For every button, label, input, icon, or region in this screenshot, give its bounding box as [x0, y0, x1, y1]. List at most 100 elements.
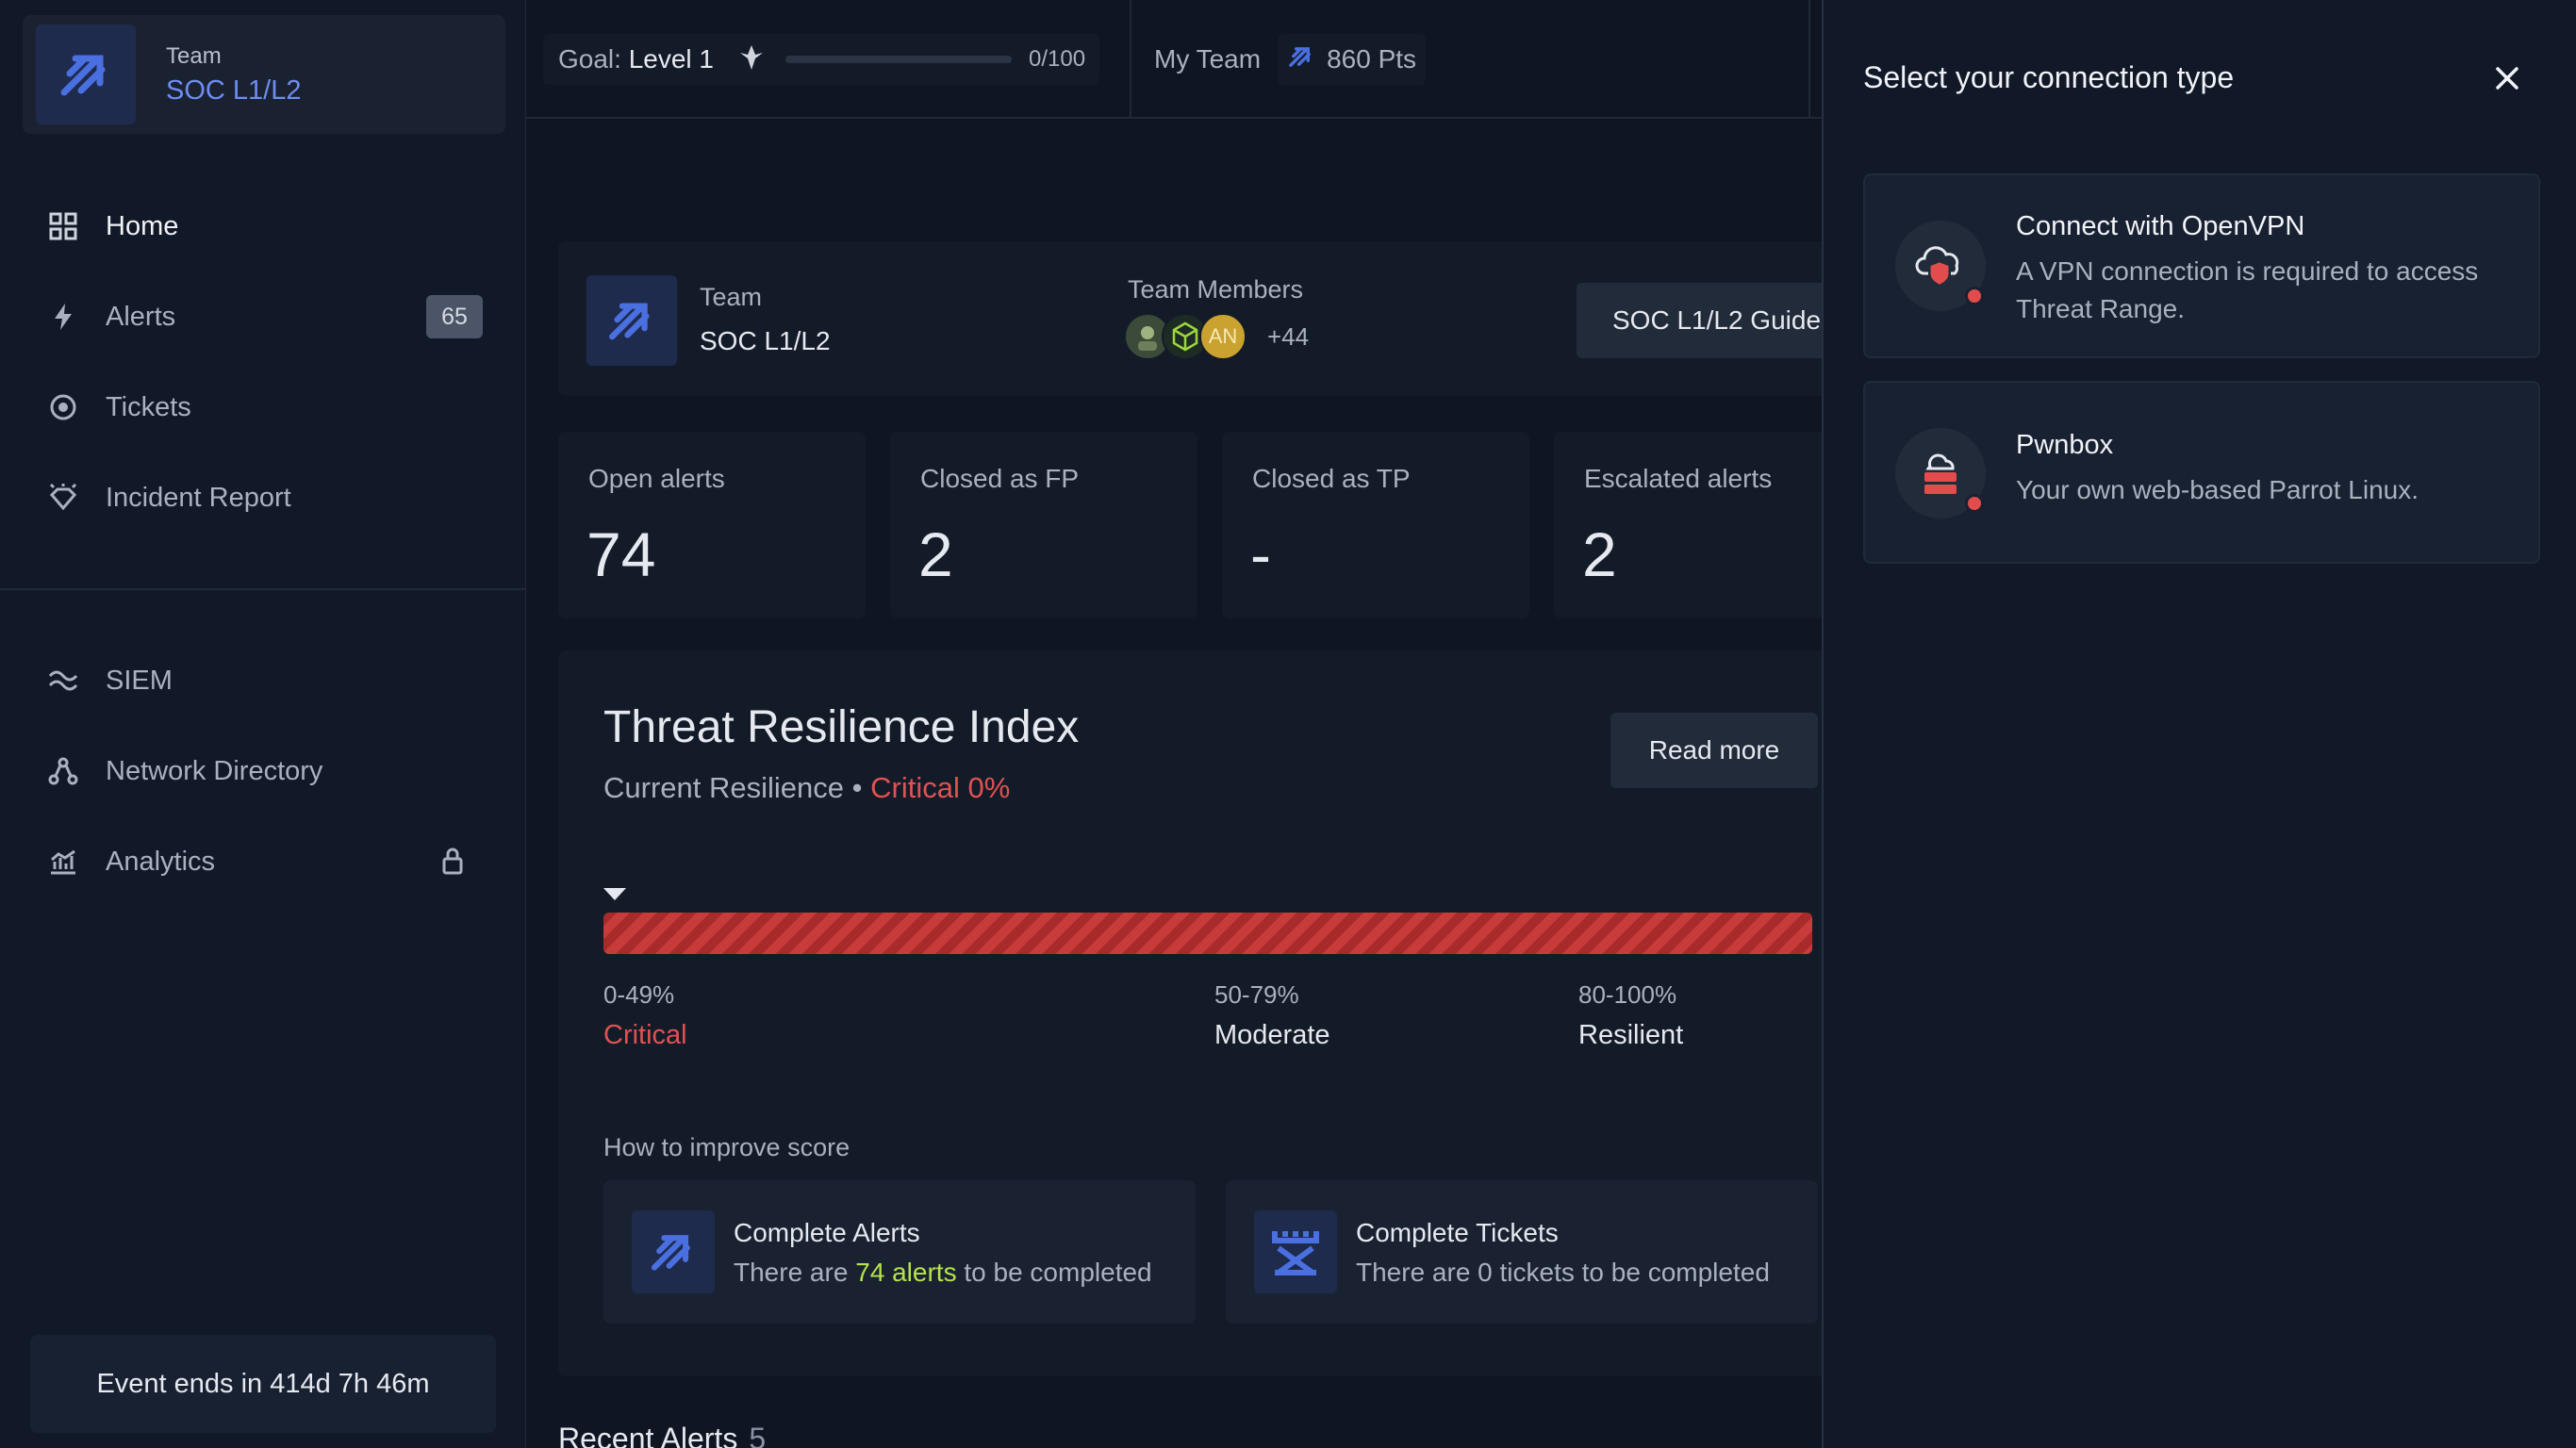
status-dot — [1965, 494, 1984, 513]
sidebar-item-label: Incident Report — [106, 482, 291, 513]
sidebar-item-alerts[interactable]: Alerts 65 — [47, 288, 483, 345]
resilience-status: Critical 0% — [870, 771, 1011, 804]
range-resilient-label: Resilient — [1578, 1020, 1684, 1050]
network-icon — [47, 755, 79, 787]
more-members-count: +44 — [1267, 321, 1310, 351]
stat-escalated[interactable]: Escalated alerts 2 — [1554, 432, 1861, 618]
my-team-widget[interactable]: My Team 860 Pts — [1154, 34, 1427, 85]
grid-icon — [47, 210, 79, 242]
improve-description: There are 74 alerts to be completed — [734, 1258, 1152, 1287]
castle-icon — [1254, 1210, 1337, 1293]
member-avatars[interactable]: AN +44 — [1124, 313, 1309, 360]
alerts-count-badge: 65 — [426, 295, 483, 338]
stat-label: Open alerts — [588, 464, 725, 493]
alerts-highlight: 74 alerts — [855, 1258, 957, 1287]
stat-open-alerts[interactable]: Open alerts 74 — [558, 432, 866, 618]
team-points-pill: 860 Pts — [1278, 34, 1427, 85]
goal-progress-text: 0/100 — [1029, 46, 1086, 72]
option-title: Connect with OpenVPN — [2016, 211, 2305, 241]
topbar-divider — [1130, 0, 1131, 119]
stat-value: - — [1250, 519, 1271, 589]
sidebar-item-label: Home — [106, 210, 179, 241]
team-summary-card: Team SOC L1/L2 Team Members AN +44 SOC L… — [558, 241, 1859, 396]
team-logo-icon — [632, 1210, 715, 1293]
resilience-title: Threat Resilience Index — [603, 702, 1080, 752]
threat-resilience-card: Threat Resilience Index Current Resilien… — [558, 650, 1841, 1376]
sidebar: Team SOC L1/L2 Home Alerts 65 Tickets — [0, 0, 526, 1448]
avatar: AN — [1199, 313, 1247, 360]
option-title: Pwnbox — [2016, 430, 2114, 460]
current-score-marker — [603, 888, 626, 900]
read-more-button[interactable]: Read more — [1610, 713, 1818, 788]
stat-label: Closed as FP — [920, 464, 1080, 493]
resilience-subtitle: Current Resilience • Critical 0% — [603, 771, 1011, 804]
stat-value: 2 — [1582, 519, 1617, 589]
improve-heading: How to improve score — [603, 1133, 850, 1161]
server-cloud-icon — [1895, 428, 1986, 518]
team-logo-icon — [1287, 42, 1315, 77]
sidebar-item-siem[interactable]: SIEM — [47, 652, 481, 709]
dashboard: Team SOC L1/L2 Team Members AN +44 SOC L… — [526, 121, 1861, 1448]
recent-alerts-heading: Recent Alerts 5 — [558, 1422, 766, 1448]
my-team-label: My Team — [1154, 44, 1262, 74]
range-moderate: 50-79% — [1214, 980, 1299, 1009]
sidebar-item-tickets[interactable]: Tickets — [47, 379, 481, 436]
sidebar-item-label: Network Directory — [106, 755, 323, 786]
goal-progress-bar — [785, 56, 1013, 63]
event-countdown: Event ends in 414d 7h 46m — [30, 1335, 496, 1433]
team-name: SOC L1/L2 — [700, 326, 831, 355]
improve-tickets-card[interactable]: Complete Tickets There are 0 tickets to … — [1226, 1180, 1818, 1324]
resilience-bar — [603, 913, 1812, 954]
team-logo-icon — [36, 25, 136, 124]
lightning-icon — [47, 301, 79, 333]
stat-closed-tp[interactable]: Closed as TP - — [1222, 432, 1529, 618]
stat-label: Closed as TP — [1252, 464, 1411, 493]
improve-description: There are 0 tickets to be completed — [1356, 1258, 1770, 1287]
stat-value: 74 — [586, 519, 656, 589]
stat-value: 2 — [918, 519, 953, 589]
sidebar-item-label: Analytics — [106, 846, 216, 877]
improve-alerts-card[interactable]: Complete Alerts There are 74 alerts to b… — [603, 1180, 1196, 1324]
goal-widget[interactable]: Goal: Level 1 0/100 — [543, 34, 1099, 85]
sidebar-item-label: SIEM — [106, 665, 173, 696]
chart-icon — [47, 846, 79, 878]
improve-title: Complete Alerts — [734, 1218, 920, 1247]
option-description: A VPN connection is required to access T… — [2016, 256, 2479, 323]
guide-button[interactable]: SOC L1/L2 Guide — [1577, 283, 1859, 358]
wave-icon — [47, 665, 79, 697]
improve-title: Complete Tickets — [1356, 1218, 1559, 1247]
target-icon — [47, 391, 79, 423]
range-critical-label: Critical — [603, 1020, 687, 1050]
sidebar-item-label: Alerts — [106, 301, 176, 332]
team-switcher[interactable]: Team SOC L1/L2 — [23, 15, 505, 134]
sidebar-item-analytics[interactable]: Analytics — [47, 833, 481, 890]
pwnbox-option[interactable]: Pwnbox Your own web-based Parrot Linux. — [1863, 381, 2540, 564]
option-description: Your own web-based Parrot Linux. — [2016, 475, 2419, 504]
lock-icon — [441, 847, 464, 880]
sidebar-item-network-directory[interactable]: Network Directory — [47, 743, 481, 799]
sidebar-item-home[interactable]: Home — [47, 198, 481, 255]
recent-alerts-count: 5 — [749, 1422, 767, 1448]
status-dot — [1965, 287, 1984, 305]
stat-closed-fp[interactable]: Closed as FP 2 — [890, 432, 1197, 618]
team-name: SOC L1/L2 — [166, 74, 302, 106]
range-moderate-label: Moderate — [1214, 1020, 1330, 1050]
rank-icon — [738, 43, 765, 76]
top-bar: Goal: Level 1 0/100 My Team 860 Pts — [526, 0, 1822, 119]
team-points: 860 Pts — [1327, 44, 1417, 74]
sidebar-item-label: Tickets — [106, 391, 191, 422]
sidebar-item-incident-report[interactable]: Incident Report — [47, 469, 481, 526]
close-icon[interactable] — [2484, 55, 2531, 102]
team-label: Team — [700, 283, 763, 311]
openvpn-option[interactable]: Connect with OpenVPN A VPN connection is… — [1863, 173, 2540, 358]
goal-level: Level 1 — [628, 44, 715, 74]
vpn-cloud-icon — [1895, 221, 1986, 311]
team-logo-icon — [586, 275, 677, 366]
team-label: Team — [166, 42, 222, 69]
diamond-icon — [47, 482, 79, 514]
stat-label: Escalated alerts — [1584, 464, 1773, 493]
connection-panel: Select your connection type Connect with… — [1822, 0, 2576, 1448]
panel-title: Select your connection type — [1863, 60, 2235, 94]
range-critical: 0-49% — [603, 980, 675, 1009]
